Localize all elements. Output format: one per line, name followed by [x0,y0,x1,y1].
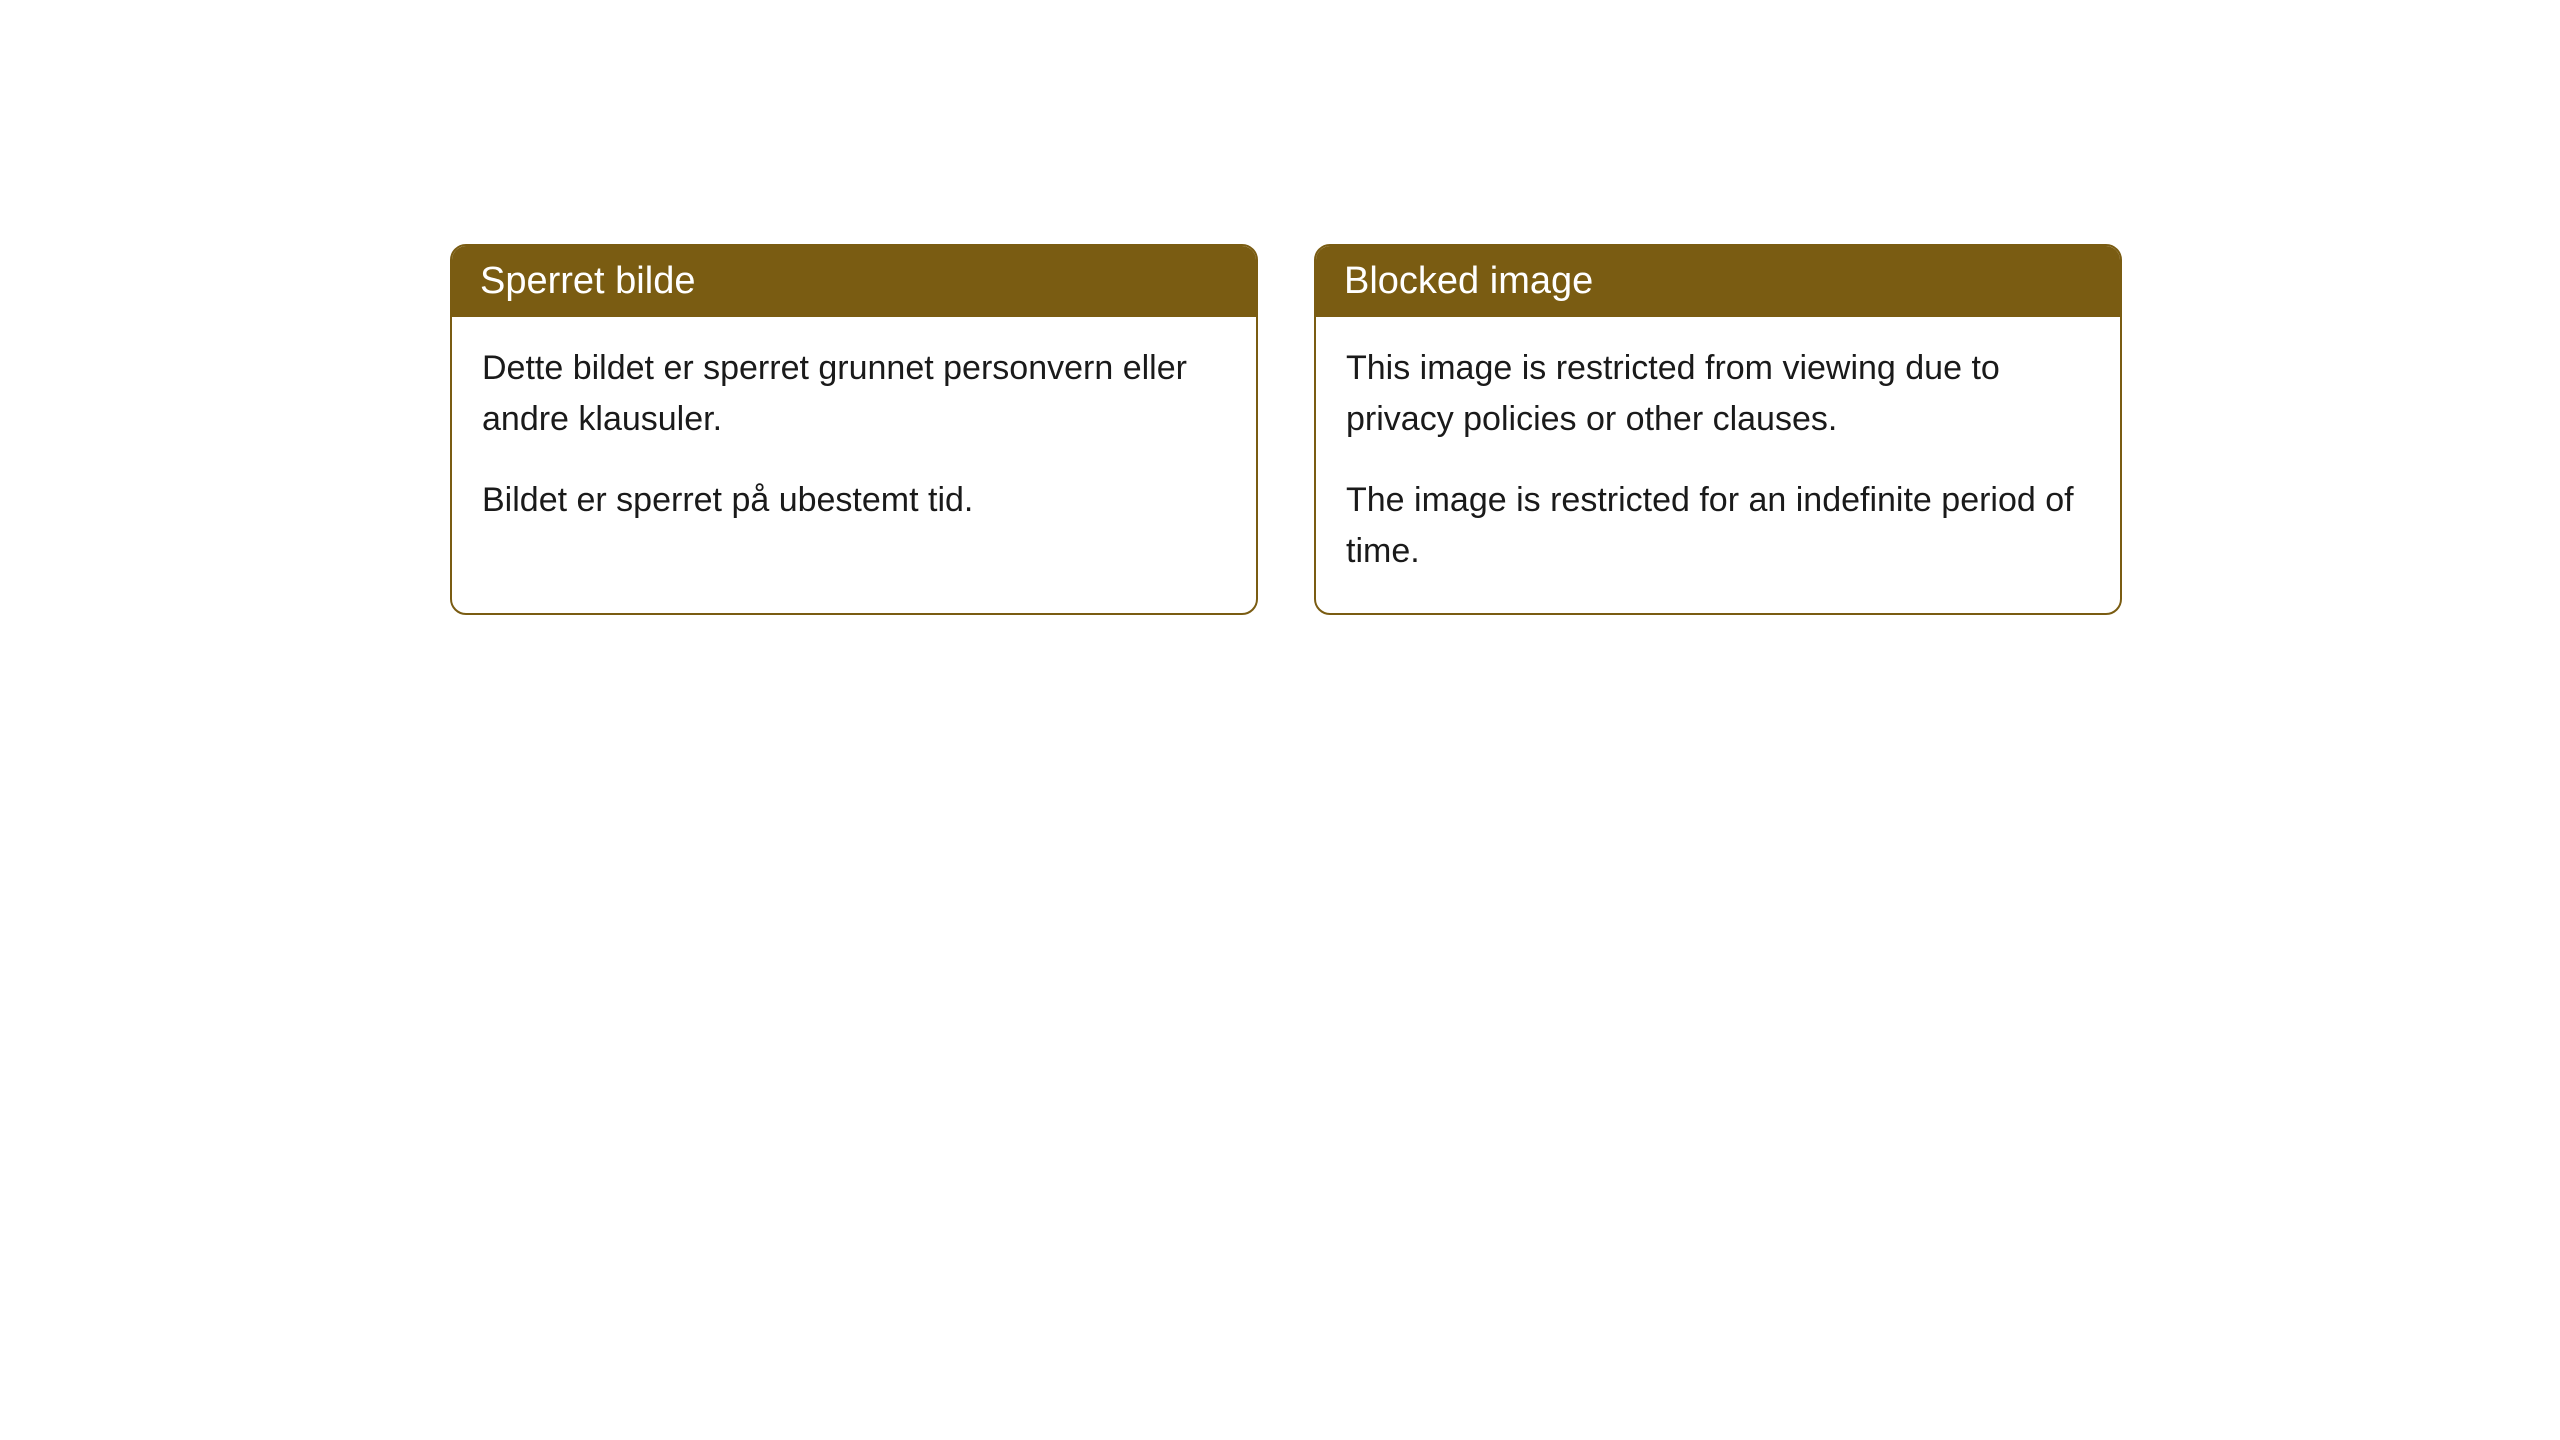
card-body: Dette bildet er sperret grunnet personve… [452,317,1256,562]
card-header: Blocked image [1316,246,2120,317]
card-paragraph: This image is restricted from viewing du… [1346,343,2090,445]
card-paragraph: The image is restricted for an indefinit… [1346,475,2090,577]
card-header: Sperret bilde [452,246,1256,317]
notice-card-english: Blocked image This image is restricted f… [1314,244,2122,615]
notice-card-container: Sperret bilde Dette bildet er sperret gr… [450,244,2122,615]
card-body: This image is restricted from viewing du… [1316,317,2120,613]
card-paragraph: Dette bildet er sperret grunnet personve… [482,343,1226,445]
card-paragraph: Bildet er sperret på ubestemt tid. [482,475,1226,526]
notice-card-norwegian: Sperret bilde Dette bildet er sperret gr… [450,244,1258,615]
